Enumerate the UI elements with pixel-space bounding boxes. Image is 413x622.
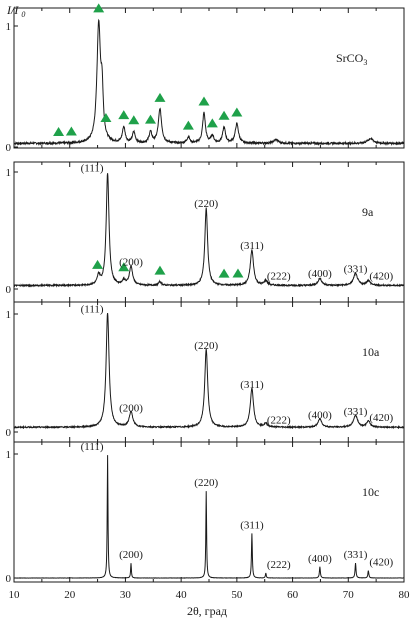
phase-marker — [232, 268, 244, 278]
peak-label: (311) — [240, 519, 264, 531]
peak-label: (420) — [369, 557, 393, 569]
peak-label: (400) — [308, 553, 332, 565]
peak-label: (111) — [81, 304, 104, 316]
panel-2: 0 1 (111) (200) (220) (311) (222) (400) (331)(42… — [6, 161, 405, 303]
spectrum-line — [13, 18, 405, 147]
y-tick-label: 1 — [6, 449, 12, 461]
x-tick-label: 70 — [343, 589, 355, 601]
panel-4: 0 1 (111) (200) (220) (311) (222) (400) (331)(42… — [6, 441, 405, 585]
peak-label: (111) — [81, 441, 104, 453]
phase-marker — [118, 262, 130, 272]
spectrum-line — [13, 312, 405, 430]
phase-marker — [218, 110, 230, 120]
peak-label: (220) — [194, 198, 218, 210]
y-axis-title: I/I 0 — [6, 3, 25, 19]
x-tick-label: 60 — [287, 589, 299, 601]
panel-3: 0 1 (111) (200) (220) (311) (222) (400) (331) (42… — [6, 301, 405, 443]
peak-label: (331) — [344, 549, 368, 561]
phase-marker — [154, 265, 166, 275]
phase-marker — [154, 92, 166, 102]
phase-marker — [198, 96, 210, 106]
phase-marker — [206, 118, 218, 128]
phase-marker — [53, 126, 65, 136]
y-tick-label: 1 — [6, 167, 12, 179]
panel-frame — [13, 161, 405, 303]
x-axis-title: 2θ, град — [187, 604, 227, 618]
phase-marker — [100, 112, 112, 122]
phase-marker — [128, 115, 140, 125]
phase-marker — [93, 3, 105, 13]
y-tick-label: 1 — [6, 21, 12, 33]
peak-label: (222) — [267, 414, 291, 426]
peak-label: (222) — [267, 270, 291, 282]
phase-marker — [145, 114, 156, 124]
axis-labels: I/I 0 2θ, град — [6, 3, 227, 618]
x-tick-labels: 10 20 30 40 50 60 70 80 — [9, 589, 411, 601]
x-tick-label: 40 — [176, 589, 188, 601]
peak-label: (420) — [369, 270, 393, 282]
peak-label: (331) — [344, 406, 368, 418]
spectrum-line — [13, 455, 405, 579]
phase-marker — [65, 126, 77, 136]
y-tick-label: 0 — [6, 573, 12, 585]
panel-label: 9a — [362, 205, 374, 219]
peak-label: (200) — [119, 256, 143, 268]
peak-label: (111) — [81, 163, 104, 175]
phase-marker — [118, 110, 130, 120]
peak-label: (200) — [119, 549, 143, 561]
y-tick-label: 0 — [6, 284, 12, 296]
y-tick-label: 0 — [6, 142, 12, 154]
phase-marker — [92, 259, 104, 269]
panel-label: SrCO3 — [336, 51, 367, 67]
x-tick-label: 20 — [64, 589, 76, 601]
peak-label: (311) — [240, 240, 264, 252]
x-tick-label: 30 — [120, 589, 132, 601]
y-axis-title-text: I/I — [6, 3, 19, 17]
peak-label: (311) — [240, 379, 264, 391]
x-tick-label: 50 — [231, 589, 243, 601]
peak-label: (400) — [308, 268, 332, 280]
x-tick-label: 80 — [399, 589, 411, 601]
phase-marker — [231, 107, 243, 117]
spectrum-line — [13, 173, 405, 288]
x-tick-label: 10 — [9, 589, 21, 601]
y-tick-label: 1 — [6, 309, 12, 321]
panel-label: 10a — [362, 345, 380, 359]
panel-label: 10c — [362, 485, 379, 499]
peak-label: (222) — [267, 559, 291, 571]
y-tick-label: 0 — [6, 427, 12, 439]
peak-label: (420) — [369, 412, 393, 424]
peak-label: (331) — [344, 263, 368, 275]
peak-label: (220) — [194, 340, 218, 352]
peak-label: (220) — [194, 477, 218, 489]
phase-marker — [182, 120, 194, 130]
y-axis-title-subscript: 0 — [21, 10, 25, 19]
peak-label: (400) — [308, 410, 332, 422]
peak-label: (200) — [119, 403, 143, 415]
panel-label-subscript: 3 — [363, 58, 367, 67]
panel-frame — [13, 301, 405, 443]
phase-marker — [218, 268, 230, 278]
